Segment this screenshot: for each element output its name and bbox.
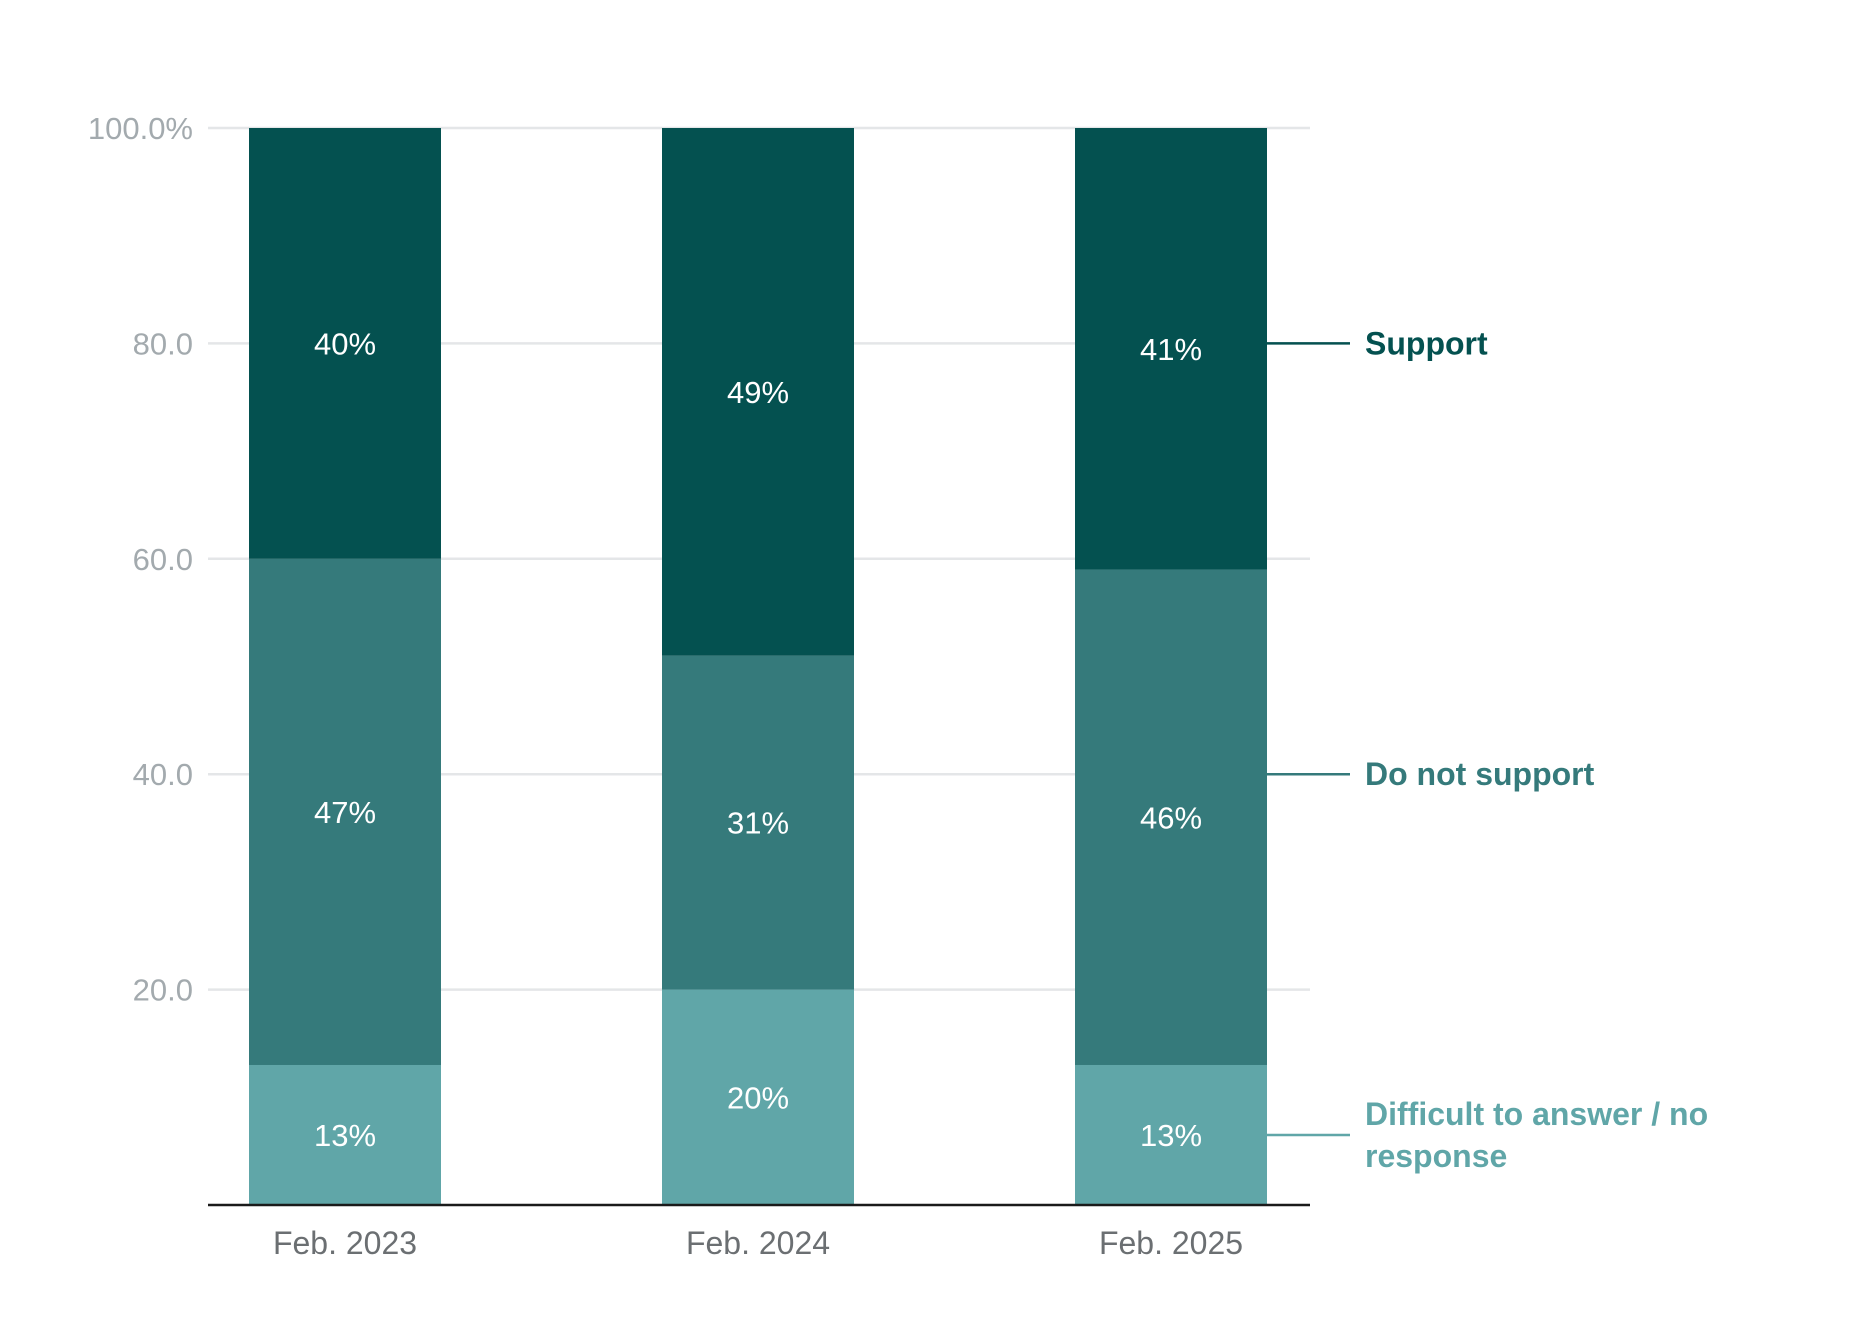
bar-value-label: 13% [314, 1118, 376, 1153]
x-tick-label: Feb. 2025 [1099, 1225, 1243, 1261]
bar-value-label: 49% [727, 375, 789, 410]
bar-segment [249, 558, 441, 1065]
bar-value-label: 40% [314, 326, 376, 361]
bar-segment [1075, 1064, 1267, 1205]
bar-value-label: 41% [1140, 332, 1202, 367]
y-tick-label: 40.0 [133, 757, 193, 792]
data-labels: 13% 47% 40% 20% 31% 49% 13% 46% 41% [314, 326, 1202, 1153]
bar-segment [1075, 128, 1267, 570]
bar-segment [1075, 569, 1267, 1065]
bar-value-label: 46% [1140, 800, 1202, 835]
bars [249, 128, 1267, 1205]
x-axis-ticks: Feb. 2023 Feb. 2024 Feb. 2025 [273, 1225, 1243, 1261]
y-axis-ticks: 20.0 40.0 60.0 80.0 100.0% [88, 111, 193, 1008]
bar-segment [249, 128, 441, 559]
bar-segment [662, 655, 854, 990]
bar-value-label: 47% [314, 795, 376, 830]
legend-label: Difficult to answer / no [1365, 1096, 1708, 1132]
bar-segment [662, 989, 854, 1205]
bar-segment [249, 1064, 441, 1205]
x-tick-label: Feb. 2024 [686, 1225, 830, 1261]
legend-label: response [1365, 1138, 1507, 1174]
bar-segment [662, 128, 854, 656]
legend-label: Support [1365, 325, 1488, 361]
bar-value-label: 13% [1140, 1118, 1202, 1153]
bar-value-label: 20% [727, 1080, 789, 1115]
y-tick-label: 60.0 [133, 542, 193, 577]
legend-label: Do not support [1365, 756, 1595, 792]
legend: Support Do not support Difficult to answer… [1267, 325, 1708, 1174]
y-tick-label: 20.0 [133, 973, 193, 1008]
x-tick-label: Feb. 2023 [273, 1225, 417, 1261]
y-tick-label: 80.0 [133, 326, 193, 361]
bar-value-label: 31% [727, 806, 789, 841]
y-tick-label: 100.0% [88, 111, 193, 146]
